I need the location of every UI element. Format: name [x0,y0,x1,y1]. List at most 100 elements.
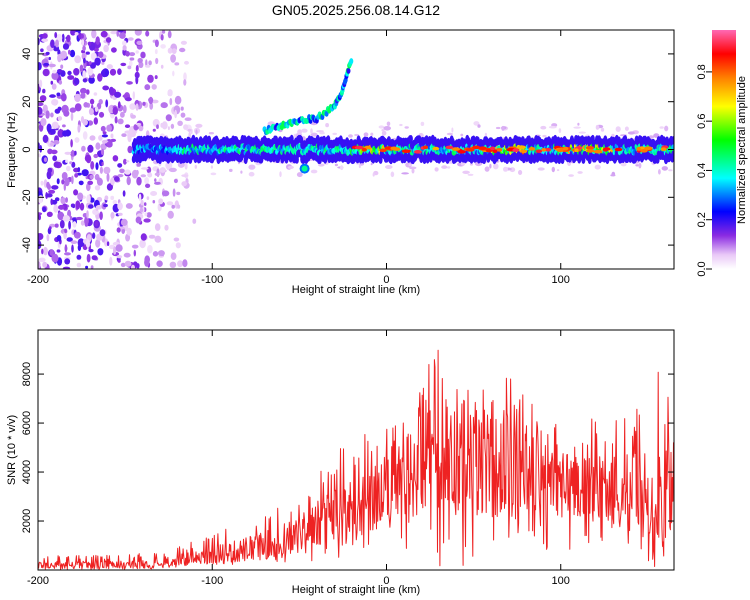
spectrogram-cell [118,212,123,216]
spectrogram-cell [671,150,674,159]
spectrogram-cell [136,176,142,186]
spectrogram-cell [101,134,108,138]
spectrogram-cell [89,98,95,105]
spectrogram-cell [154,181,161,185]
spectrogram-cell [122,190,126,197]
spectrogram-cell [77,167,81,173]
spectrogram-cell [76,262,82,268]
spectrogram-cell [42,68,50,77]
spectrogram-cell [169,261,177,268]
spectrogram-cell [460,133,464,137]
spectrogram-cell [177,120,183,127]
spectrogram-cell [484,132,487,137]
x-tick-label: 100 [552,274,570,286]
x-tick-label: -200 [27,575,49,587]
spectrogram-cell [399,123,403,127]
spectrogram-cell [100,143,107,151]
spectrogram-cell [38,106,43,115]
spectrogram-cell [160,122,164,128]
spectrogram-cell [97,248,104,256]
spectrogram-cell [98,111,105,118]
spectrogram-cell [62,124,66,128]
spectrogram-cell [71,161,76,168]
spectrogram-cell [594,164,601,170]
spectrogram-cell [354,145,364,150]
spectrogram-cell [136,162,141,167]
spectrogram-cell [279,171,282,178]
spectrogram-cell [72,221,77,228]
spectrogram-cell [42,261,48,268]
spectrogram-cell [170,123,175,129]
spectrogram-cell [91,30,97,39]
spectrogram-cell [61,179,65,185]
y-tick-label: 20 [21,96,33,108]
spectrogram-cell [66,34,71,43]
spectrogram-cell [610,174,616,177]
spectrogram-cell [46,211,53,217]
spectrogram-cell [79,64,84,73]
y-tick-label: 4000 [21,460,33,484]
spectrogram-cell [195,129,198,135]
spectrogram-cell [179,47,186,53]
spectrogram-cell [361,148,367,152]
spectrogram-cell [103,166,111,175]
spectrogram-cell [99,229,106,237]
spectrogram-cell [94,57,101,66]
spectrogram-cell [136,263,140,269]
spectrogram-cell [124,169,131,175]
spectrogram-cell [38,233,41,242]
spectrogram-cell [462,170,470,174]
spectrogram-cell [124,130,133,134]
spectrogram-cell [157,250,165,257]
spectrogram-cell [42,206,47,213]
spectrogram-cell [64,151,72,155]
spectrogram-cell [38,102,44,107]
spectrogram-cell [148,234,156,239]
spectrogram-cell [160,102,168,109]
spectrogram-cell [349,58,354,65]
spectrogram-cell [38,257,46,263]
spectrogram-cell [390,146,398,151]
spectrogram-cell [170,54,177,63]
spectrogram-cell [383,126,392,131]
spectrogram-cell [460,162,465,166]
spectrogram-cell [585,146,595,150]
spectrogram-cell [181,181,187,187]
spectrogram-cell [208,132,214,135]
spectrogram-cell [93,153,99,159]
spectrogram-cell [61,33,65,43]
spectrogram-cell [90,265,94,269]
spectrogram-cell [167,89,173,97]
spectrogram-cell [110,30,117,35]
spectrogram-cell [88,61,92,65]
spectrogram-cell [78,180,84,186]
x-tick-label: -100 [201,575,223,587]
spectrogram-cell [138,193,142,202]
spectrogram-cell [93,92,98,96]
colorbar-tick-label: 0.4 [696,163,708,178]
spectrogram-cell [240,170,243,174]
spectrogram-cell [51,83,57,90]
spectrogram-cell [296,172,303,178]
spectrogram-cell [70,112,74,121]
spectrogram-cell [332,132,338,135]
spectrogram-cell [112,106,119,115]
spectrogram-cell [301,128,308,133]
spectrogram-cell [93,117,99,125]
spectrogram-cell [114,91,122,98]
spectrogram-cell [140,199,144,206]
spectrogram-cell [517,145,526,149]
spectrogram-cell [40,180,44,186]
spectrogram-cell [68,220,71,230]
spectrogram-cell [57,116,63,121]
spectrogram-cell [136,40,143,46]
spectrogram-marks [38,30,674,269]
spectrogram-cell [615,126,621,132]
spectrogram-cell [56,92,61,97]
spectrogram-cell [413,150,422,154]
spectrogram-cell [114,176,120,182]
spectrogram-cell [74,103,82,112]
spectrogram-cell [109,68,117,76]
spectrogram-cell [38,261,41,269]
spectrogram-cell [408,135,413,143]
